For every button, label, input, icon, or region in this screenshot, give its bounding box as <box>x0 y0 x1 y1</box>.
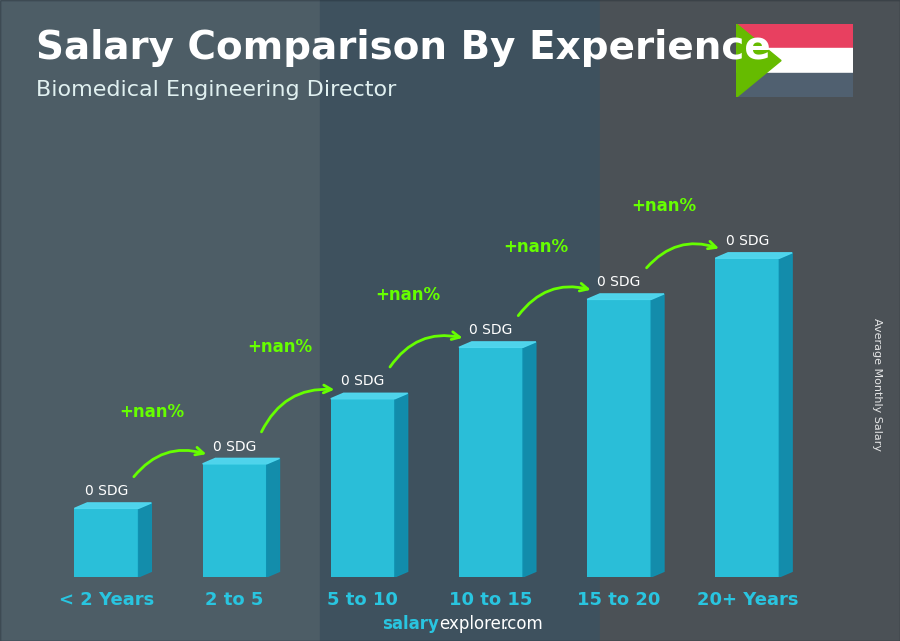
Bar <box>600 0 900 641</box>
Bar <box>736 24 853 48</box>
Text: 0 SDG: 0 SDG <box>85 484 128 498</box>
Text: 0 SDG: 0 SDG <box>469 323 513 337</box>
Polygon shape <box>716 253 792 258</box>
Polygon shape <box>202 458 280 464</box>
Polygon shape <box>587 294 664 299</box>
FancyArrowPatch shape <box>518 283 588 315</box>
Bar <box>320 0 600 641</box>
Text: Biomedical Engineering Director: Biomedical Engineering Director <box>36 80 396 100</box>
Bar <box>0 0 320 641</box>
Polygon shape <box>459 342 536 347</box>
FancyArrowPatch shape <box>134 447 203 477</box>
Bar <box>587 299 652 577</box>
Text: +nan%: +nan% <box>503 238 569 256</box>
Text: salary: salary <box>382 615 439 633</box>
Bar <box>459 347 523 577</box>
FancyArrowPatch shape <box>390 332 460 367</box>
Text: Salary Comparison By Experience: Salary Comparison By Experience <box>36 29 770 67</box>
Polygon shape <box>523 342 536 577</box>
Bar <box>202 464 266 577</box>
Polygon shape <box>331 394 408 399</box>
Text: Average Monthly Salary: Average Monthly Salary <box>872 318 883 451</box>
FancyArrowPatch shape <box>646 241 716 268</box>
Polygon shape <box>75 503 151 508</box>
Bar <box>716 258 779 577</box>
Bar <box>736 73 853 97</box>
Polygon shape <box>139 503 151 577</box>
FancyArrowPatch shape <box>262 385 331 432</box>
Polygon shape <box>395 394 408 577</box>
Text: +nan%: +nan% <box>375 286 440 304</box>
Polygon shape <box>779 253 792 577</box>
Bar <box>331 399 395 577</box>
Text: .com: .com <box>502 615 543 633</box>
Polygon shape <box>652 294 664 577</box>
Text: 0 SDG: 0 SDG <box>725 234 769 248</box>
Bar <box>75 508 139 577</box>
Text: +nan%: +nan% <box>119 403 184 420</box>
Bar <box>736 48 853 73</box>
Polygon shape <box>736 24 781 97</box>
Text: 0 SDG: 0 SDG <box>341 374 384 388</box>
Text: 0 SDG: 0 SDG <box>598 275 641 289</box>
Text: +nan%: +nan% <box>247 338 312 356</box>
Polygon shape <box>266 458 280 577</box>
Text: 0 SDG: 0 SDG <box>213 440 256 454</box>
Text: +nan%: +nan% <box>632 197 697 215</box>
Text: explorer: explorer <box>439 615 508 633</box>
